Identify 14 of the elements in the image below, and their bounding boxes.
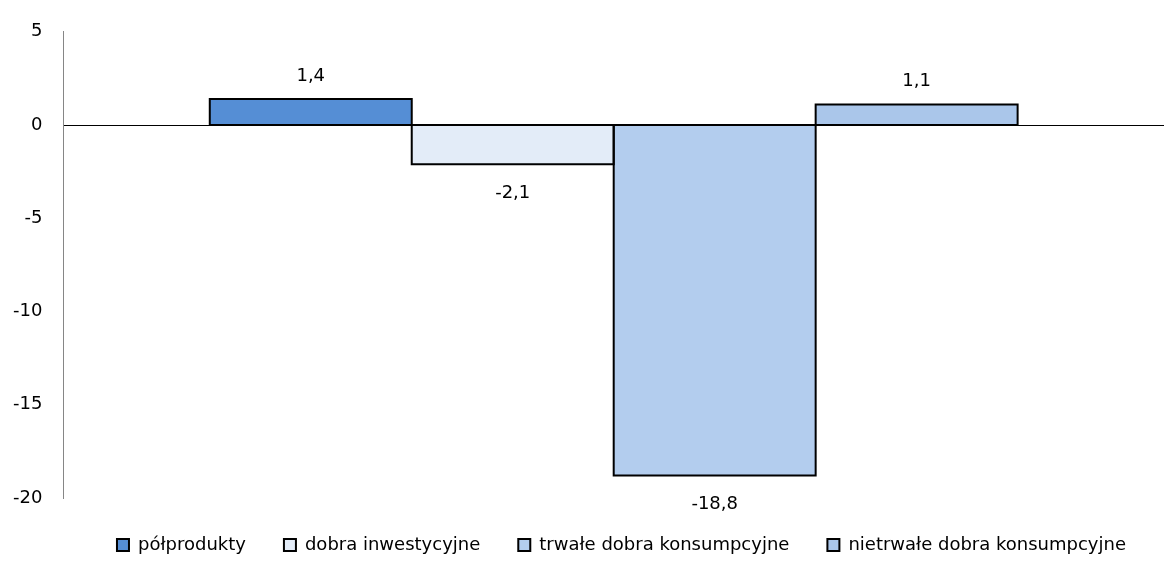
y-tick-label: -10	[12, 299, 43, 321]
y-tick-label: -20	[12, 485, 43, 507]
legend-label: nietrwałe dobra konsumpcyjne	[848, 532, 1127, 554]
legend-label: dobra inwestycyjne	[304, 532, 481, 554]
data-label: 1,1	[902, 69, 931, 91]
legend-label: półprodukty	[137, 532, 247, 554]
y-tick-label: -5	[24, 205, 43, 227]
y-tick-label: 0	[30, 112, 43, 134]
data-label: -2,1	[495, 180, 531, 202]
data-label: -18,8	[691, 492, 738, 514]
data-label: 1,4	[296, 63, 326, 85]
y-tick-label: 5	[30, 19, 43, 41]
y-tick-label: -15	[12, 392, 43, 414]
legend-label: trwałe dobra konsumpcyjne	[539, 532, 790, 554]
